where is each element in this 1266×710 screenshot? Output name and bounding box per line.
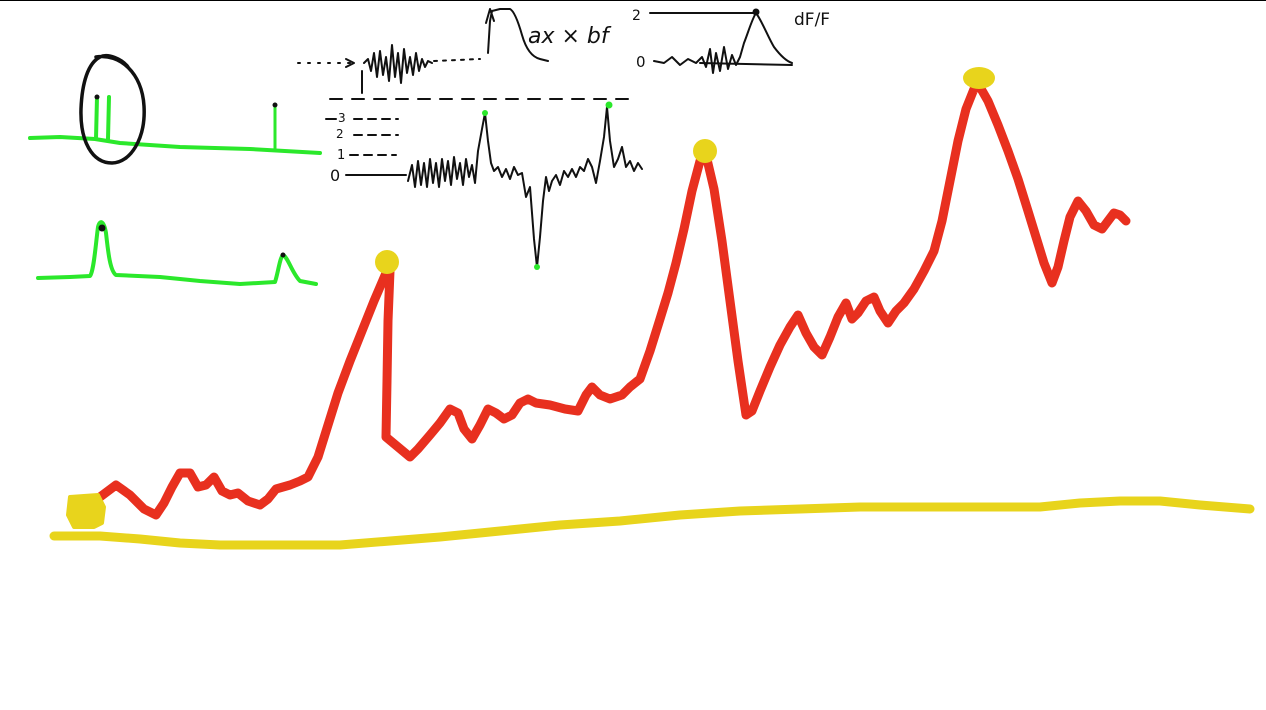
scale-bottom-label: 0: [636, 53, 646, 71]
peak-with-formula: ax × bf: [485, 8, 612, 62]
noisy-trace-arrow: [297, 44, 481, 94]
level-2-label: 2: [336, 127, 344, 141]
yellow-baseline: [49, 496, 1255, 550]
scale-top-label: 2: [632, 8, 641, 24]
fluorescence-trace: [407, 101, 643, 270]
scaled-trace: 2 0 dF/F: [632, 8, 830, 74]
level-3-label: 3: [338, 111, 346, 125]
ratio-label: dF/F: [794, 10, 830, 30]
peak-marker-1: [375, 250, 399, 274]
baseline-start-marker: [66, 493, 106, 529]
peak-marker-2: [693, 139, 717, 163]
peak-marker-3: [963, 67, 995, 89]
red-trace: [95, 82, 1131, 520]
green-peak-trace: [36, 220, 318, 286]
peak-markers: [66, 67, 995, 529]
level-labels: 3 2 1 0: [325, 111, 407, 185]
level-1-label: 1: [337, 148, 345, 163]
green-spike-trace: [28, 94, 322, 155]
circle-highlight: [79, 54, 146, 165]
level-0-label: 0: [330, 166, 340, 185]
formula-text: ax × bf: [528, 24, 612, 49]
